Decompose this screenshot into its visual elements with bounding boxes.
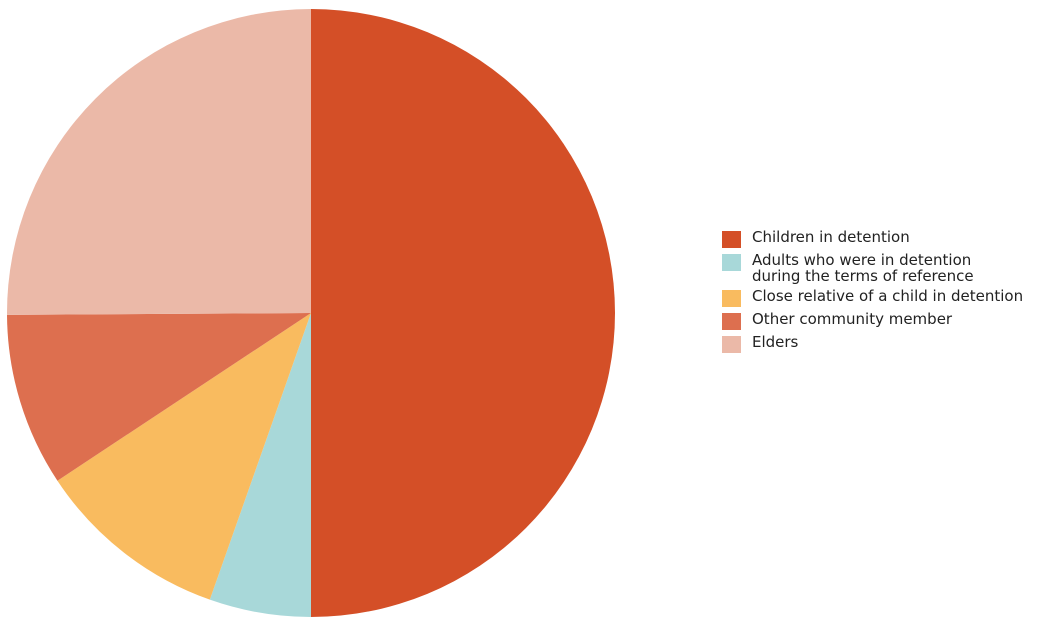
pie-slice-children-in-detention — [311, 9, 615, 617]
pie-slice-elders — [6, 9, 311, 315]
legend-swatch-other-community-member — [722, 313, 741, 330]
legend-label-other-community-member: Other community member — [752, 310, 953, 328]
legend-swatch-adults-formerly-in-detention — [722, 254, 741, 271]
legend-label-adults-formerly-in-detention: Adults who were in detention during the … — [752, 251, 974, 285]
legend-item-elders: Elders — [722, 334, 1058, 353]
legend-label-elders: Elders — [752, 333, 799, 351]
legend-item-adults-formerly-in-detention: Adults who were in detention during the … — [722, 252, 1058, 284]
legend-item-other-community-member: Other community member — [722, 311, 1058, 330]
pie-slice-close-relative — [57, 313, 311, 600]
pie-slices — [6, 9, 615, 617]
pie-slice-other-community-member — [7, 313, 311, 481]
legend-swatch-elders — [722, 336, 741, 353]
legend-swatch-children-in-detention — [722, 231, 741, 248]
legend-swatch-close-relative — [722, 290, 741, 307]
legend-item-close-relative: Close relative of a child in detention — [722, 288, 1058, 307]
legend-label-children-in-detention: Children in detention — [752, 228, 910, 246]
pie-chart — [6, 9, 615, 617]
chart-legend: Children in detention Adults who were in… — [722, 229, 1058, 357]
legend-label-close-relative: Close relative of a child in detention — [752, 287, 1024, 305]
legend-item-children-in-detention: Children in detention — [722, 229, 1058, 248]
pie-slice-adults-formerly-in-detention — [209, 313, 311, 617]
